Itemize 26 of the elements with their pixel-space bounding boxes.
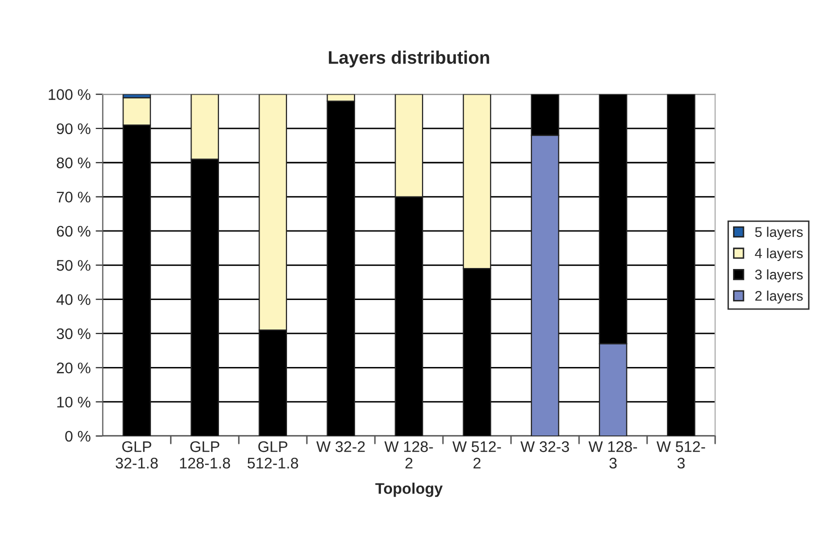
x-tick-label: W 128- 2 [384,441,433,468]
x-tick-label: GLP 128-1.8 [180,441,230,469]
x-tick-label: W 32-2 [316,441,365,452]
x-tick-label: GLP 512-1.8 [248,441,298,469]
y-tick-label: 100 % [48,89,90,100]
legend-label: 3 layers [755,269,803,282]
y-tick-label: 80 % [56,157,90,168]
y-tick-label: 20 % [56,362,90,374]
y-tick-label: 90 % [56,123,90,134]
legend-label: 2 layers [755,290,803,304]
x-tick-label: W 512- 3 [656,441,706,469]
x-tick-label: W 512- 2 [452,441,501,468]
x-tick-label: GLP 32-1.8 [116,441,158,469]
y-tick-label: 70 % [56,192,90,202]
y-tick-label: 40 % [56,294,90,305]
x-tick-label: W 128- 3 [588,441,638,469]
y-tick-label: 50 % [56,260,90,271]
y-tick-label: 0 % [65,430,90,442]
legend-label: 5 layers [755,226,803,240]
y-tick-label: 30 % [56,328,90,340]
legend-label: 4 layers [754,248,803,261]
y-tick-label: 10 % [57,396,90,408]
chart-title: Layers distribution [328,50,490,68]
y-tick-label: 60 % [56,226,90,237]
x-axis-title: Topology [375,482,443,497]
x-tick-label: W 32-3 [520,441,569,452]
